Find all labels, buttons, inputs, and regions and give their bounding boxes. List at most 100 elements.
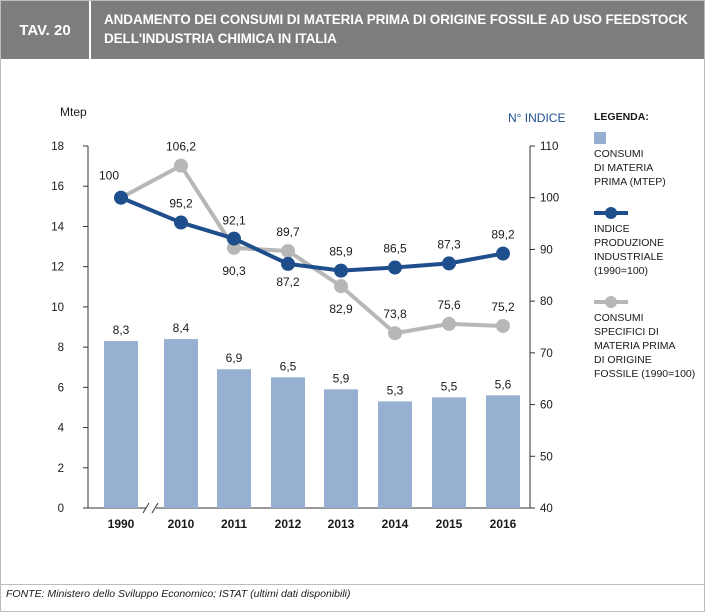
- point-indice-produzione: [174, 215, 188, 230]
- legend-label-line: PRODUZIONE: [594, 237, 665, 249]
- bar-consumi: [432, 397, 466, 508]
- bar-consumi: [486, 395, 520, 508]
- point-consumi-specifici: [334, 279, 348, 294]
- line-value-label-indice: 92,1: [222, 214, 246, 228]
- y-tick-label-right: 100: [540, 193, 559, 205]
- chart-title-line-1: ANDAMENTO DEI CONSUMI DI MATERIA PRIMA D…: [104, 12, 688, 27]
- x-tick-label: 2012: [275, 517, 302, 531]
- legend-label-line: DI ORIGINE: [594, 354, 652, 366]
- point-consumi-specifici: [388, 326, 402, 341]
- x-tick-label: 2014: [382, 517, 409, 531]
- line-value-label-indice: 85,9: [329, 245, 353, 259]
- y-tick-label-left: 12: [51, 262, 64, 274]
- legend-label-line: CONSUMI: [594, 312, 644, 324]
- y-tick-label-left: 6: [58, 382, 64, 394]
- bar-consumi: [378, 401, 412, 508]
- line-value-label-indice: 87,3: [437, 237, 461, 251]
- chart-title: ANDAMENTO DEI CONSUMI DI MATERIA PRIMA D…: [104, 10, 694, 48]
- legend: LEGENDA: CONSUMI DI MATERIA PRIMA (Mtep)…: [594, 110, 704, 391]
- legend-label-line: (1990=100): [594, 265, 649, 277]
- y-tick-label-right: 50: [540, 451, 553, 463]
- line-indice-produzione: [120, 195, 504, 273]
- legend-title: LEGENDA:: [594, 111, 649, 123]
- legend-label-line: SPECIFICI DI: [594, 326, 659, 338]
- y-tick-label-left: 8: [58, 342, 64, 354]
- bar-value-label: 5,5: [441, 379, 458, 393]
- point-indice-produzione: [496, 246, 510, 261]
- legend-label-line: MATERIA PRIMA: [594, 340, 676, 352]
- x-tick-label: 2011: [221, 517, 247, 531]
- line-value-label-consumi-specifici: 90,3: [222, 264, 246, 278]
- source-note: FONTE: Ministero dello Sviluppo Economic…: [6, 588, 351, 600]
- point-indice-produzione: [334, 263, 348, 278]
- x-tick-label: 2016: [490, 517, 517, 531]
- bar-value-label: 6,9: [226, 351, 243, 365]
- y-tick-label-left: 18: [51, 141, 64, 153]
- y-tick-label-left: 0: [58, 503, 64, 515]
- line-value-label-consumi-specifici: 75,6: [437, 298, 461, 312]
- bar-value-label: 8,3: [113, 323, 130, 337]
- y-tick-label-right: 40: [540, 503, 553, 515]
- legend-bar-swatch-icon: [594, 132, 606, 144]
- footer-divider: [1, 584, 704, 585]
- line-value-label-indice: 89,2: [491, 228, 515, 242]
- bar-consumi: [324, 389, 358, 508]
- axis-break-mark: [151, 502, 159, 514]
- bar-consumi: [271, 377, 305, 508]
- point-consumi-specifici: [281, 243, 295, 258]
- y-tick-label-right: 70: [540, 348, 553, 360]
- y-tick-label-left: 4: [58, 423, 65, 435]
- y-tick-label-right: 110: [540, 141, 558, 153]
- y-tick-label-left: 16: [51, 181, 64, 193]
- line-value-label-indice: 95,2: [169, 197, 193, 211]
- line-value-label-indice: 100: [99, 169, 119, 183]
- y-tick-label-left: 2: [58, 463, 64, 475]
- y-axis-left-title: Mtep: [60, 105, 87, 119]
- x-tick-label: 2013: [328, 517, 355, 531]
- legend-item-consumi-specifici: CONSUMI SPECIFICI DI MATERIA PRIMA DI OR…: [594, 296, 704, 381]
- y-tick-label-left: 14: [51, 221, 64, 233]
- y-axis-right-title: N° INDICE: [508, 111, 565, 125]
- table-header: TAV. 20 ANDAMENTO DEI CONSUMI DI MATERIA…: [1, 1, 704, 59]
- line-value-label-consumi-specifici: 106,2: [166, 140, 196, 154]
- point-indice-produzione: [281, 256, 295, 271]
- axis-break-mark: [142, 502, 150, 514]
- legend-label-line: INDICE: [594, 223, 630, 235]
- bar-value-label: 8,4: [173, 321, 190, 335]
- line-value-label-indice: 87,2: [276, 275, 300, 289]
- line-value-label-consumi-specifici: 89,7: [276, 225, 300, 239]
- point-consumi-specifici: [496, 318, 510, 333]
- y-tick-label-right: 90: [540, 244, 553, 256]
- point-indice-produzione: [114, 190, 128, 205]
- y-tick-label-right: 80: [540, 296, 553, 308]
- x-tick-label: 2010: [168, 517, 195, 531]
- point-indice-produzione: [227, 231, 241, 246]
- bar-value-label: 6,5: [280, 359, 297, 373]
- legend-line-swatch-icon: [594, 207, 628, 219]
- line-value-label-consumi-specifici: 82,9: [329, 302, 353, 316]
- y-tick-label-right: 60: [540, 400, 553, 412]
- table-number-tag: TAV. 20: [1, 1, 91, 59]
- x-tick-label: 2015: [436, 517, 463, 531]
- legend-item-consumi: CONSUMI DI MATERIA PRIMA (Mtep): [594, 132, 704, 189]
- point-indice-produzione: [388, 260, 402, 275]
- x-tick-label: 1990: [108, 517, 135, 531]
- legend-label-line: DI MATERIA: [594, 162, 654, 174]
- point-indice-produzione: [442, 256, 456, 271]
- legend-label-line: INDUSTRIALE: [594, 251, 664, 263]
- bar-consumi: [164, 339, 198, 508]
- line-value-label-consumi-specifici: 75,2: [491, 300, 515, 314]
- legend-label-line: CONSUMI: [594, 148, 644, 160]
- line-value-label-consumi-specifici: 73,8: [383, 307, 407, 321]
- legend-item-indice: INDICE PRODUZIONE INDUSTRIALE (1990=100): [594, 207, 704, 278]
- legend-label-line: FOSSILE (1990=100): [594, 368, 696, 380]
- bar-value-label: 5,9: [333, 371, 350, 385]
- line-value-label-indice: 86,5: [383, 242, 407, 256]
- chart-title-line-2: DELL'INDUSTRIA CHIMICA IN ITALIA: [104, 31, 337, 46]
- y-tick-label-left: 10: [51, 302, 64, 314]
- bar-value-label: 5,3: [387, 383, 404, 397]
- legend-label-line: PRIMA (Mtep): [594, 176, 666, 188]
- bar-consumi: [217, 369, 251, 508]
- point-consumi-specifici: [442, 316, 456, 331]
